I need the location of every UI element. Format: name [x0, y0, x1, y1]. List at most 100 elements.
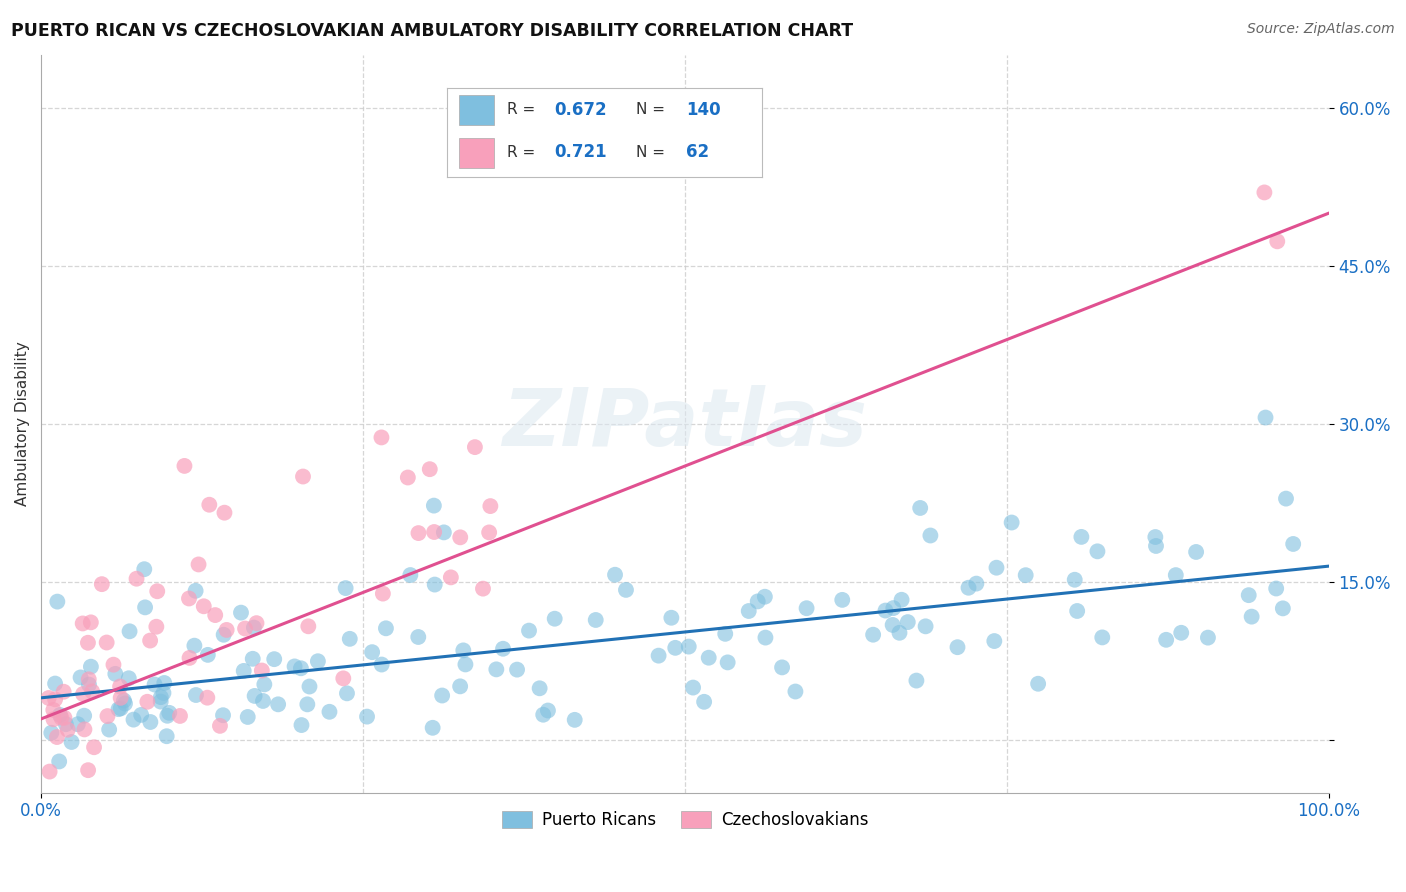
Point: [146, 584, 169, 599]
Point: [862, 628, 884, 642]
Point: [957, 581, 980, 595]
Point: [440, 570, 463, 584]
Point: [112, 693, 135, 707]
Point: [80, 615, 103, 630]
Point: [297, 619, 319, 633]
Point: [647, 648, 669, 663]
Point: [1271, 601, 1294, 615]
Point: [108, 680, 131, 694]
Point: [356, 709, 378, 723]
Legend: Puerto Ricans, Czechoslovakians: Puerto Ricans, Czechoslovakians: [495, 805, 875, 836]
Point: [564, 713, 586, 727]
Point: [297, 698, 319, 712]
Point: [290, 718, 312, 732]
Point: [754, 631, 776, 645]
Point: [492, 641, 515, 656]
Point: [478, 525, 501, 540]
Point: [905, 673, 928, 688]
Point: [284, 659, 307, 673]
Point: [187, 558, 209, 572]
Point: [198, 498, 221, 512]
Point: [52, 684, 75, 698]
Point: [454, 657, 477, 672]
Point: [614, 582, 637, 597]
Point: [56, 723, 79, 737]
Text: ZIPatlas: ZIPatlas: [502, 384, 868, 463]
Point: [125, 572, 148, 586]
Point: [1001, 516, 1024, 530]
Point: [245, 616, 267, 631]
Point: [422, 721, 444, 735]
Point: [46, 594, 69, 608]
Point: [136, 695, 159, 709]
Point: [370, 657, 392, 672]
Point: [875, 603, 897, 617]
Point: [41, 725, 63, 739]
Point: [585, 613, 607, 627]
Point: [361, 645, 384, 659]
Point: [212, 628, 235, 642]
Point: [890, 592, 912, 607]
Point: [1275, 491, 1298, 506]
Point: [453, 643, 475, 657]
Point: [129, 707, 152, 722]
Point: [423, 524, 446, 539]
Point: [77, 763, 100, 777]
Point: [1015, 568, 1038, 582]
Point: [214, 506, 236, 520]
Point: [506, 663, 529, 677]
Point: [747, 594, 769, 608]
Point: [1087, 544, 1109, 558]
Point: [72, 687, 94, 701]
Point: [107, 702, 129, 716]
Point: [965, 576, 987, 591]
Point: [449, 679, 471, 693]
Point: [153, 676, 176, 690]
Point: [396, 470, 419, 484]
Point: [42, 712, 65, 726]
Point: [920, 528, 942, 542]
Point: [149, 695, 172, 709]
Point: [38, 690, 60, 705]
Point: [430, 689, 453, 703]
Point: [485, 662, 508, 676]
Point: [697, 650, 720, 665]
Point: [1164, 568, 1187, 582]
Point: [118, 671, 141, 685]
Point: [243, 621, 266, 635]
Point: [242, 652, 264, 666]
Point: [156, 729, 179, 743]
Point: [603, 567, 626, 582]
Point: [537, 704, 560, 718]
Point: [82, 684, 104, 698]
Point: [38, 764, 60, 779]
Point: [208, 719, 231, 733]
Point: [96, 635, 118, 649]
Point: [449, 530, 471, 544]
Point: [233, 622, 256, 636]
Point: [77, 677, 100, 691]
Point: [678, 640, 700, 654]
Point: [529, 681, 551, 696]
Point: [423, 577, 446, 591]
Point: [1091, 631, 1114, 645]
Point: [252, 694, 274, 708]
Point: [408, 526, 430, 541]
Point: [77, 636, 100, 650]
Point: [44, 692, 66, 706]
Point: [48, 755, 70, 769]
Point: [139, 714, 162, 729]
Point: [96, 709, 118, 723]
Point: [184, 688, 207, 702]
Point: [986, 560, 1008, 574]
Point: [42, 703, 65, 717]
Point: [406, 630, 429, 644]
Point: [169, 709, 191, 723]
Point: [66, 717, 89, 731]
Point: [1237, 588, 1260, 602]
Point: [1282, 537, 1305, 551]
Point: [215, 623, 238, 637]
Point: [335, 581, 357, 595]
Point: [73, 723, 96, 737]
Point: [80, 659, 103, 673]
